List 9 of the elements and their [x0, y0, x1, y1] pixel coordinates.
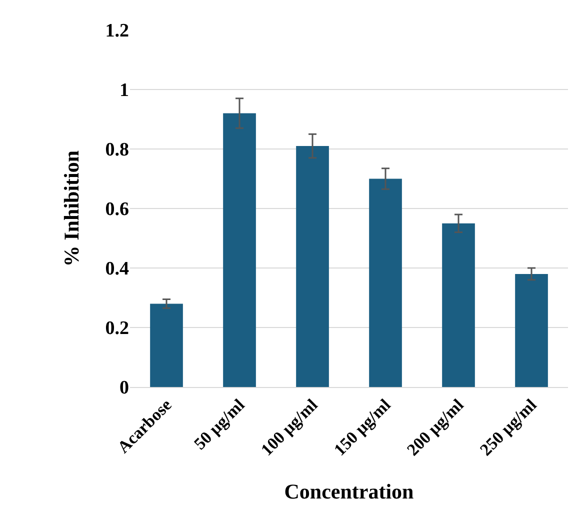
y-tick-label: 1.2	[105, 20, 129, 42]
y-tick-label: 0	[120, 378, 129, 399]
y-tick-label: 1	[120, 80, 129, 102]
x-axis-title: Concentration	[284, 480, 414, 504]
y-tick-label: 0.6	[105, 199, 129, 220]
y-tick-label: 0.8	[105, 140, 129, 161]
y-axis-title: % Inhibition	[59, 150, 84, 267]
y-tick-label: 0.2	[105, 318, 129, 340]
y-tick-label: 0.4	[105, 258, 130, 280]
